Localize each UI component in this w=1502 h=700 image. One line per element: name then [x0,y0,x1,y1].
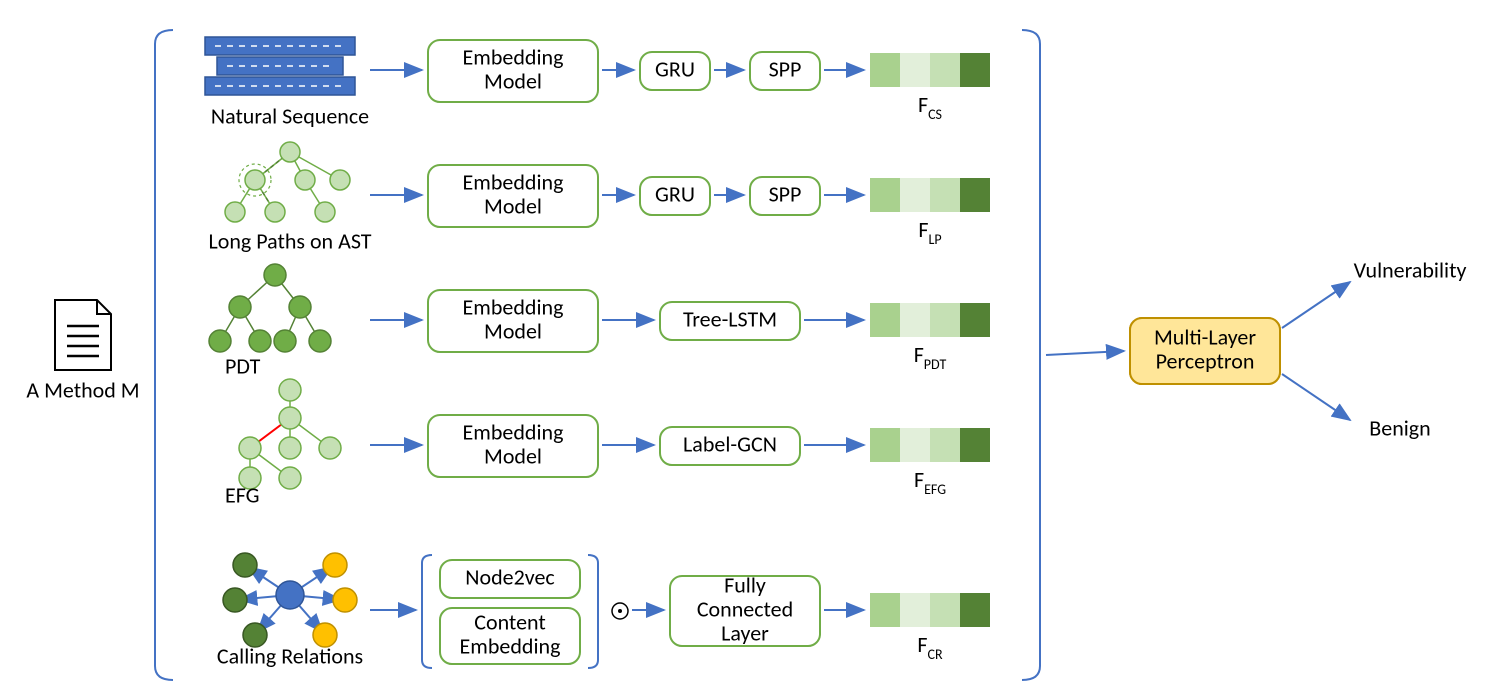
mlp-label: Perceptron [1156,347,1255,374]
natural-sequence-icon [205,37,355,95]
small-bracket [588,555,598,668]
feature-label-cs: FCS [918,91,942,123]
file-icon [55,300,111,370]
embedding-model-box: Embedding [463,418,564,445]
mlp-label: Multi-Layer [1154,323,1256,350]
feature-bar [870,53,990,87]
repr-label-cs: Natural Sequence [211,102,369,129]
bracket [1022,30,1040,680]
spp-box: SPP [769,180,802,207]
embedding-model-box: Embedding [463,168,564,195]
small-bracket [422,555,432,668]
feature-bar [870,593,990,627]
content-embedding-box: Content [474,608,546,635]
fcl-box: Connected [697,595,793,622]
embedding-model-box: Model [484,67,542,94]
node2vec-box: Node2vec [465,563,554,590]
feature-label-lp: FLP [918,216,941,248]
feature-label-cr: FCR [917,631,943,663]
input-label: A Method M [26,376,139,403]
feature-label-pdt: FPDT [914,341,947,373]
output-vulnerability: Vulnerability [1354,256,1467,283]
spp-box: SPP [769,55,802,82]
fcl-box: Layer [721,619,769,646]
efg-icon [239,379,341,489]
stage2-box: Tree-LSTM [683,305,777,332]
gru-box: GRU [655,55,695,82]
repr-label-lp: Long Paths on AST [208,227,371,254]
calling-relations-icon [223,553,357,647]
feature-label-efg: FEFG [914,466,946,498]
gru-box: GRU [655,180,695,207]
feature-bar [870,303,990,337]
ast-paths-icon [225,142,350,222]
content-embedding-box: Embedding [460,632,561,659]
bracket [155,30,173,680]
pdt-icon [209,264,331,352]
embedding-model-box: Model [484,442,542,469]
fcl-box: Fully [724,571,766,598]
repr-label-cr: Calling Relations [217,642,363,669]
embedding-model-box: Embedding [463,43,564,70]
embedding-model-box: Model [484,317,542,344]
output-benign: Benign [1369,414,1430,441]
embedding-model-box: Embedding [463,293,564,320]
repr-label-efg: EFG [225,481,260,508]
feature-bar [870,428,990,462]
repr-label-pdt: PDT [225,352,261,379]
feature-bar [870,178,990,212]
stage2-box: Label-GCN [683,430,777,457]
embedding-model-box: Model [484,192,542,219]
